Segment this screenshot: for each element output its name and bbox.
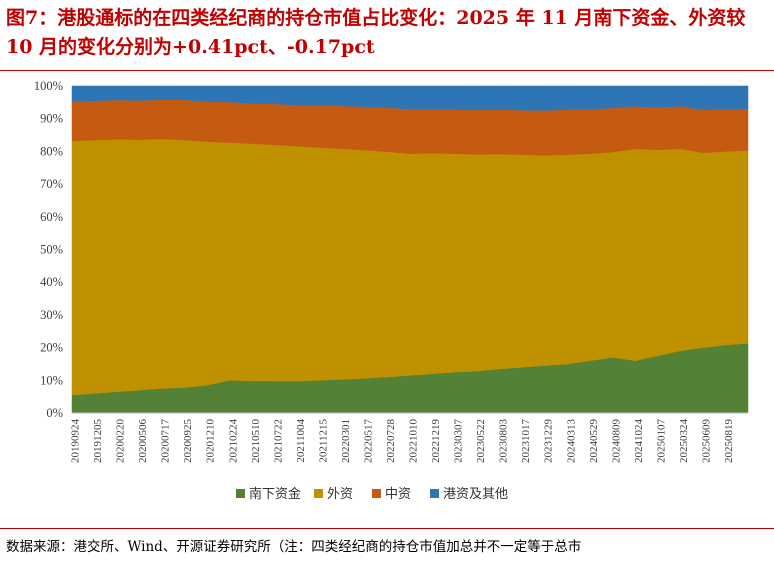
x-tick-label: 20250324 — [678, 419, 690, 464]
legend-swatch-3 — [430, 489, 439, 498]
x-tick-label: 20200220 — [115, 419, 127, 464]
legend-swatch-0 — [236, 489, 245, 498]
y-tick-label: 60% — [40, 210, 63, 224]
y-tick-label: 80% — [40, 144, 63, 158]
x-tick-label: 20230803 — [498, 418, 510, 463]
legend-label-3: 港资及其他 — [443, 487, 508, 502]
x-tick-label: 20200925 — [182, 419, 194, 464]
x-tick-label: 20230307 — [453, 419, 465, 464]
x-tick-label: 20211215 — [317, 419, 329, 463]
x-tick-label: 20210722 — [272, 419, 284, 463]
x-tick-label: 20201210 — [205, 419, 217, 464]
x-tick-label: 20190924 — [70, 419, 82, 464]
x-tick-label: 20191205 — [92, 419, 104, 464]
y-tick-label: 90% — [40, 112, 63, 126]
x-tick-label: 20210510 — [250, 419, 262, 464]
x-tick-label: 20250819 — [723, 419, 735, 464]
x-tick-label: 20210224 — [227, 419, 239, 464]
legend-swatch-2 — [372, 489, 381, 498]
source-divider — [0, 528, 774, 529]
area-series-1 — [71, 138, 749, 396]
y-tick-label: 70% — [40, 177, 63, 191]
plot-area — [71, 85, 749, 414]
chart-title: 图7：港股通标的在四类经纪商的持仓市值占比变化：2025 年 11 月南下资金、… — [6, 7, 746, 58]
x-tick-label: 20221010 — [408, 419, 420, 464]
x-tick-label: 20231229 — [543, 419, 555, 464]
y-tick-label: 100% — [34, 79, 63, 93]
x-tick-label: 20200506 — [137, 419, 149, 464]
x-tick-label: 20230522 — [475, 419, 487, 463]
x-tick-label: 20220728 — [385, 419, 397, 464]
legend-label-1: 外资 — [327, 487, 353, 502]
x-tick-label: 20250107 — [655, 419, 667, 464]
x-tick-label: 20240809 — [610, 419, 622, 464]
legend-swatch-1 — [314, 489, 323, 498]
source-note: 数据来源：港交所、Wind、开源证券研究所（注：四类经纪商的持仓市值加总并不一定… — [6, 539, 582, 555]
y-tick-label: 50% — [40, 243, 63, 257]
y-tick-label: 40% — [40, 275, 63, 289]
x-tick-label: 20250609 — [700, 419, 712, 464]
x-tick-label: 20240529 — [588, 419, 600, 464]
x-tick-label: 20240313 — [565, 419, 577, 464]
area-series-3 — [71, 85, 749, 111]
x-tick-label: 20220517 — [362, 419, 374, 464]
x-tick-label: 20220301 — [340, 419, 352, 463]
legend-label-0: 南下资金 — [249, 486, 301, 502]
y-axis: 0% 10% 20% 30% 40% 50% 60% 70% 80% 90% 100% — [34, 79, 63, 420]
legend: 南下资金 外资 中资 港资及其他 — [236, 486, 508, 502]
y-tick-label: 20% — [40, 341, 63, 355]
stacked-area-chart: 0% 10% 20% 30% 40% 50% 60% 70% 80% 90% 100% 201909… — [34, 79, 749, 502]
y-tick-label: 30% — [40, 308, 63, 322]
x-tick-label: 20211004 — [295, 419, 307, 463]
y-tick-label: 0% — [46, 406, 63, 420]
y-tick-label: 10% — [40, 373, 63, 387]
legend-label-2: 中资 — [385, 487, 411, 502]
x-tick-label: 20241024 — [633, 419, 645, 464]
title-divider — [0, 70, 774, 71]
x-tick-label: 20231017 — [520, 419, 532, 464]
x-tick-label: 20200717 — [160, 419, 172, 464]
x-axis: 20190924 20191205 20200220 20200506 20200717… — [70, 412, 748, 464]
x-tick-label: 20221219 — [430, 419, 442, 464]
